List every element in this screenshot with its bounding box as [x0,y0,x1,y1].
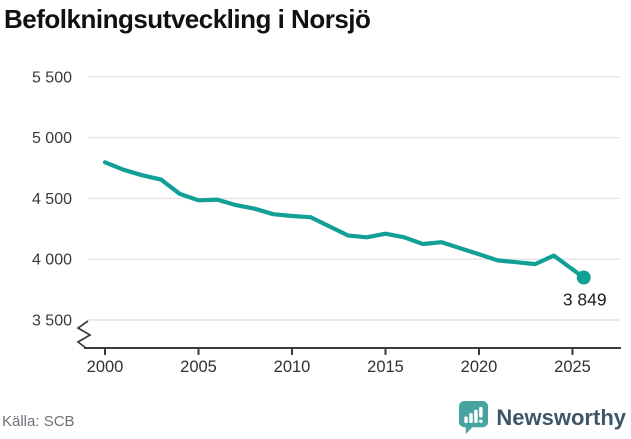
source-label: Källa: SCB [2,413,75,430]
y-axis-labels: 3 500 4 000 4 500 5 000 5 500 [32,69,72,329]
chart-footer: Källa: SCB Newsworthy [0,399,631,439]
y-tick-label: 4 500 [32,191,72,208]
newsworthy-logo[interactable]: Newsworthy [458,400,626,435]
y-tick-label: 4 000 [32,252,72,269]
x-tick-label: 2025 [554,358,591,376]
x-tick-label: 2005 [180,358,217,376]
y-tick-label: 5 500 [32,69,72,86]
x-tick-label: 2000 [87,358,124,376]
x-tick-label: 2020 [461,358,498,376]
gridlines [88,76,620,321]
last-value-label: 3 849 [563,290,607,310]
y-tick-label: 3 500 [32,313,72,330]
x-tick-label: 2015 [367,358,404,376]
newsworthy-logo-text: Newsworthy [496,404,626,430]
y-tick-label: 5 000 [32,130,72,147]
last-point-marker [576,270,591,285]
population-line [102,160,586,280]
chart-title: Befolkningsutveckling i Norsjö [4,4,371,34]
x-tick-label: 2010 [274,358,311,376]
x-axis: 2000 2005 2010 2015 2020 2025 [84,347,621,376]
newsworthy-logo-icon [459,401,489,434]
axis-break-icon [76,320,92,349]
